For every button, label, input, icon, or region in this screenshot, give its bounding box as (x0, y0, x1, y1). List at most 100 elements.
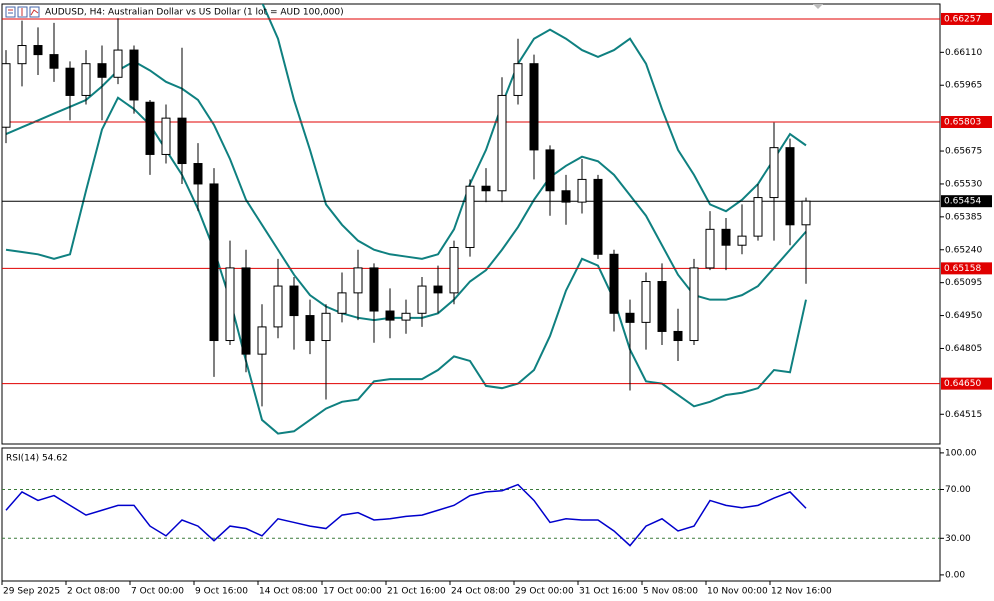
y-tick-label: 70.00 (945, 485, 971, 495)
price-level-label: 0.65158 (944, 264, 981, 274)
candle-body (529, 63, 539, 151)
candle-body (673, 330, 683, 342)
candle-body (353, 267, 363, 294)
x-tick-label: 17 Oct 00:00 (323, 587, 382, 597)
y-tick-label: 100.00 (945, 448, 977, 458)
candle-body (641, 281, 651, 323)
candle-body (689, 267, 699, 342)
price-level-label: 0.66257 (944, 14, 981, 24)
candle-body (785, 147, 795, 226)
candle-body (481, 185, 491, 192)
candle-body (225, 267, 235, 342)
x-tick-label: 9 Oct 16:00 (195, 587, 248, 597)
candle-body (465, 185, 475, 248)
y-tick-label: 0.64515 (945, 410, 982, 420)
candle-body (721, 228, 731, 246)
candle-body (625, 312, 635, 323)
x-tick-label: 5 Nov 08:00 (643, 587, 698, 597)
x-tick-label: 21 Oct 16:00 (387, 587, 446, 597)
candle-body (2, 63, 11, 128)
candle-body (769, 147, 779, 199)
x-tick-label: 2 Oct 08:00 (67, 587, 120, 597)
price-plot (2, 4, 940, 435)
candle-body (593, 178, 603, 255)
candle-body (385, 310, 395, 321)
y-tick-label: 0.65965 (945, 81, 982, 91)
candle-body (81, 63, 91, 96)
price-level-box (941, 262, 992, 275)
candle-body (241, 267, 251, 355)
y-tick-label: 0.65240 (945, 245, 982, 255)
x-tick-label: 7 Oct 00:00 (131, 587, 184, 597)
rsi-line (5, 483, 807, 547)
candle-body (737, 235, 747, 246)
x-tick-label: 29 Sep 2025 (3, 587, 60, 597)
candle-body (209, 183, 219, 342)
candle-body (705, 228, 715, 269)
candle-body (305, 315, 315, 342)
candle-body (609, 253, 619, 314)
candle-body (369, 267, 379, 312)
candle-body (129, 49, 139, 101)
price-level-label: 0.65803 (944, 117, 981, 127)
candle-body (65, 67, 75, 96)
y-tick-label: 0.65095 (945, 278, 982, 288)
candle-body (177, 117, 187, 165)
candle-body (145, 101, 155, 155)
y-tick-label: 0.65530 (945, 179, 982, 189)
candle-body (49, 54, 59, 69)
x-tick-label: 10 Nov 00:00 (707, 587, 768, 597)
x-tick-label: 31 Oct 16:00 (579, 587, 638, 597)
candle-body (417, 285, 427, 314)
y-tick-label: 0.00 (945, 570, 965, 580)
x-tick-label: 29 Oct 00:00 (515, 587, 574, 597)
candle-body (513, 63, 523, 96)
candle-body (577, 178, 587, 203)
bollinger-upper (261, 4, 807, 260)
y-tick-label: 0.65675 (945, 147, 982, 157)
price-level-label: 0.65454 (944, 197, 981, 207)
chart-title: AUDUSD, H4: Australian Dollar vs US Doll… (45, 8, 344, 18)
y-tick-label: 0.64950 (945, 311, 982, 321)
y-tick-label: 0.64805 (945, 344, 982, 354)
candle-body (97, 63, 107, 78)
candle-body (33, 45, 43, 56)
candle-body (801, 200, 811, 226)
price-level-box (941, 12, 992, 25)
y-tick-label: 30.00 (945, 534, 971, 544)
candle-body (113, 49, 123, 78)
candle-body (753, 197, 763, 237)
x-tick-label: 12 Nov 16:00 (771, 587, 832, 597)
candle-body (657, 281, 667, 332)
rsi-title: RSI(14) 54.62 (6, 454, 68, 464)
shift-marker (813, 4, 823, 9)
candle-body (545, 149, 555, 192)
bollinger-lower (5, 96, 807, 435)
candle-body (561, 190, 571, 203)
rsi-panel (1, 447, 941, 582)
title-icons (5, 6, 40, 18)
x-tick-label: 14 Oct 08:00 (259, 587, 318, 597)
candle-body (193, 163, 203, 185)
x-tick-label: 24 Oct 08:00 (451, 587, 510, 597)
candle-body (257, 326, 267, 355)
candle-body (273, 285, 283, 328)
price-level-box (941, 195, 992, 208)
candle-body (321, 312, 331, 342)
candle-body (401, 312, 411, 321)
candle-body (449, 246, 459, 294)
candle-body (17, 45, 27, 65)
rsi-plot (2, 483, 940, 547)
candle-body (161, 117, 171, 155)
candle-body (433, 285, 443, 294)
candle-body (497, 94, 507, 192)
y-tick-label: 0.65385 (945, 212, 982, 222)
candle-body (337, 292, 347, 314)
price-level-box (941, 377, 992, 390)
candle-body (289, 285, 299, 317)
price-level-box (941, 115, 992, 128)
price-level-label: 0.64650 (944, 379, 981, 389)
y-tick-label: 0.66110 (945, 48, 982, 58)
